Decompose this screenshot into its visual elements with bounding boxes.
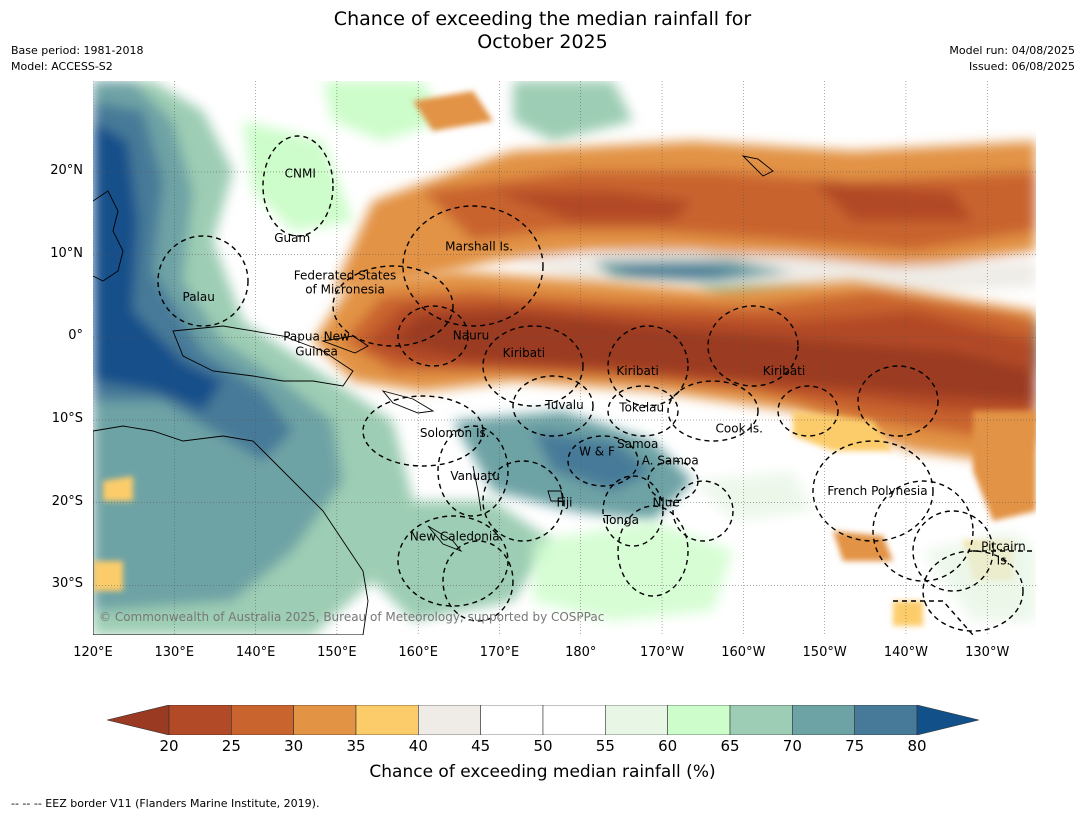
place-label: Vanuatu bbox=[450, 469, 500, 483]
place-label: Kiribati bbox=[616, 364, 658, 378]
lat-tick-label: 0° bbox=[68, 328, 83, 344]
meta-left: Base period: 1981-2018 Model: ACCESS-S2 bbox=[11, 43, 143, 75]
colorbar-segment bbox=[605, 705, 668, 735]
colorbar-tick-label: 35 bbox=[346, 737, 366, 755]
rainfall-map[interactable]: CNMI Guam Marshall Is. Federated States of M… bbox=[93, 81, 1036, 635]
colorbar-tick-label: 60 bbox=[658, 737, 678, 755]
place-label: Tonga bbox=[603, 513, 639, 527]
place-label: Guinea bbox=[295, 344, 338, 358]
colorbar-tick-label: 30 bbox=[284, 737, 304, 755]
place-label: of Micronesia bbox=[305, 282, 385, 296]
place-label: Niue bbox=[652, 496, 679, 510]
colorbar-segment bbox=[667, 705, 731, 735]
place-label: Pitcairn bbox=[981, 540, 1026, 554]
issued-date: Issued: 06/08/2025 bbox=[968, 60, 1075, 73]
colorbar-tick-label: 40 bbox=[408, 737, 428, 755]
eez-borders bbox=[157, 135, 1036, 635]
lat-tick-label: 10°N bbox=[50, 245, 83, 261]
colorbar-tick-label: 75 bbox=[845, 737, 865, 755]
place-label: Solomon Is. bbox=[420, 426, 490, 440]
lon-tick-label: 130°W bbox=[965, 645, 1010, 660]
copyright-note: © Commonwealth of Australia 2025, Bureau… bbox=[99, 610, 604, 624]
place-label: Is. bbox=[997, 554, 1011, 568]
place-label: Guam bbox=[274, 231, 310, 245]
lon-tick-label: 150°W bbox=[802, 645, 847, 660]
place-label: Federated States bbox=[294, 268, 396, 282]
colorbar-segment bbox=[293, 705, 357, 735]
lon-tick-label: 170°E bbox=[479, 645, 520, 660]
probability-field bbox=[93, 81, 1036, 635]
colorbar-tick-label: 80 bbox=[907, 737, 927, 755]
place-label: French Polynesia bbox=[827, 484, 927, 498]
lon-tick-label: 130°E bbox=[154, 645, 195, 660]
colorbar-tick-label: 25 bbox=[221, 737, 241, 755]
place-label: Fiji bbox=[556, 496, 572, 510]
lat-tick-label: 20°S bbox=[51, 493, 83, 509]
lon-tick-label: 120°E bbox=[73, 645, 113, 660]
place-label: Marshall Is. bbox=[445, 239, 513, 253]
model-run: Model run: 04/08/2025 bbox=[949, 44, 1075, 57]
colorbar-segment bbox=[480, 705, 544, 735]
place-label: Cook Is. bbox=[716, 421, 763, 435]
colorbar-segment bbox=[231, 705, 294, 735]
lon-tick-label: 170°W bbox=[639, 645, 685, 660]
place-label: Samoa bbox=[617, 437, 658, 451]
colorbar-tick-label: 55 bbox=[595, 737, 615, 755]
eez-footnote: -- -- -- EEZ border V11 (Flanders Marine… bbox=[11, 797, 320, 810]
place-label: A. Samoa bbox=[642, 454, 699, 468]
base-period: Base period: 1981-2018 bbox=[11, 44, 144, 57]
colorbar-segment bbox=[542, 705, 606, 735]
colorbar-segment bbox=[729, 705, 793, 735]
lon-tick-label: 150°E bbox=[317, 645, 357, 660]
lon-tick-label: 140°W bbox=[883, 645, 929, 660]
lat-tick-label: 30°S bbox=[51, 576, 83, 592]
colorbar-segment bbox=[168, 705, 232, 735]
colorbar-segment bbox=[355, 705, 419, 735]
colorbar-segment bbox=[792, 705, 855, 735]
colorbar-tick-label: 65 bbox=[720, 737, 740, 755]
map-title-line-1: Chance of exceeding the median rainfall … bbox=[333, 8, 752, 30]
colorbar-tick-label: 20 bbox=[159, 737, 179, 755]
colorbar-segment bbox=[418, 705, 481, 735]
colorbar-tick-label: 70 bbox=[782, 737, 802, 755]
colorbar bbox=[107, 705, 979, 735]
place-label: Kiribati bbox=[763, 364, 805, 378]
place-label: Nauru bbox=[453, 329, 489, 343]
model-name: Model: ACCESS-S2 bbox=[11, 60, 113, 73]
lon-tick-label: 160°W bbox=[721, 645, 766, 660]
lon-tick-label: 180° bbox=[565, 645, 597, 660]
place-label: Papua New bbox=[283, 330, 350, 344]
colorbar-tick-label: 50 bbox=[533, 737, 553, 755]
place-label: Tuvalu bbox=[544, 398, 584, 412]
lat-tick-label: 20°N bbox=[50, 162, 83, 178]
place-label: CNMI bbox=[285, 167, 316, 181]
place-label: Tokelau bbox=[618, 401, 664, 415]
meta-right: Model run: 04/08/2025 Issued: 06/08/2025 bbox=[949, 43, 1075, 75]
map-gridlines bbox=[93, 81, 1036, 635]
place-label: Kiribati bbox=[503, 346, 545, 360]
place-label: W & F bbox=[579, 444, 615, 458]
lon-tick-label: 140°E bbox=[235, 645, 276, 660]
colorbar-segment bbox=[854, 705, 918, 735]
colorbar-tick-label: 45 bbox=[471, 737, 491, 755]
place-label: Palau bbox=[183, 290, 215, 304]
colorbar-label: Chance of exceeding median rainfall (%) bbox=[369, 762, 716, 782]
place-label: New Caledonia bbox=[410, 530, 500, 544]
map-title-line-2: October 2025 bbox=[477, 31, 608, 53]
lat-tick-label: 10°S bbox=[51, 411, 83, 426]
lon-tick-label: 160°E bbox=[398, 645, 438, 660]
coastlines bbox=[93, 155, 774, 635]
colorbar-under-arrow bbox=[107, 705, 170, 735]
colorbar-over-arrow bbox=[916, 705, 979, 735]
